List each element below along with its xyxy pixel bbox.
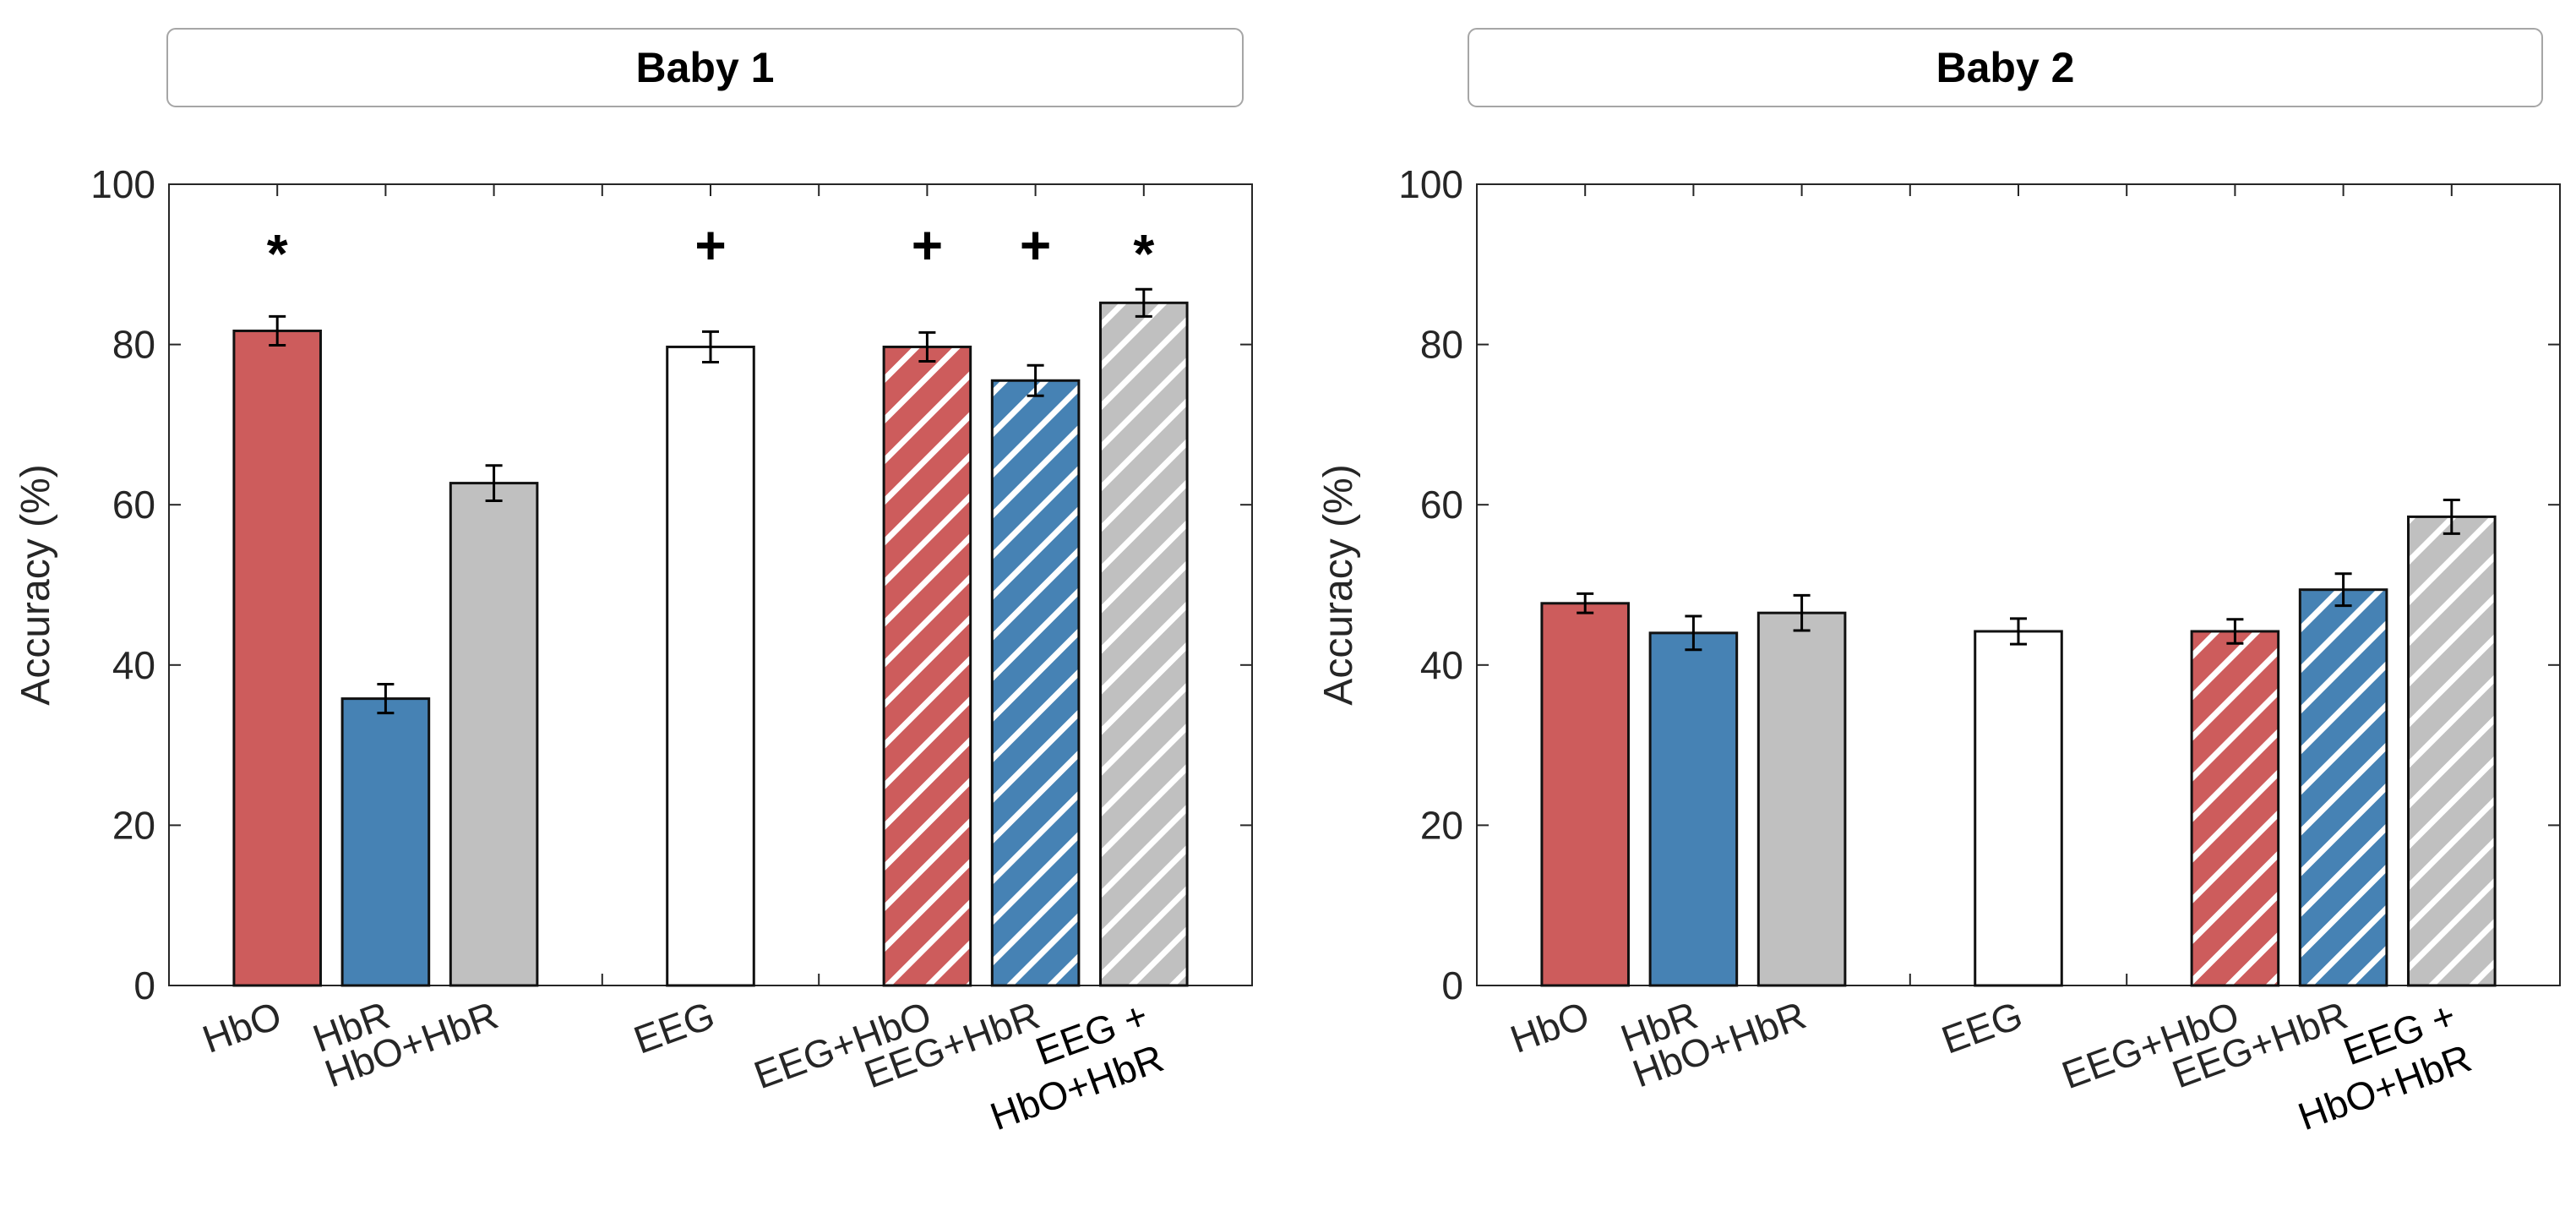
bar-hbr xyxy=(1648,631,1739,987)
y-axis-label: Accuracy (%) xyxy=(1316,464,1361,705)
x-tick-label-line: EEG xyxy=(628,993,720,1062)
x-tick-label-line: HbO xyxy=(197,993,287,1062)
bar-eeg_hbr xyxy=(990,379,1081,987)
significance-marker: + xyxy=(694,215,726,276)
y-tick-label: 60 xyxy=(1420,483,1463,527)
bar-eeg_hbo_hbr xyxy=(1099,301,1189,987)
x-tick-label-eeg: EEG xyxy=(628,993,720,1062)
x-tick-label-hbo: HbO xyxy=(197,993,287,1062)
significance-marker: + xyxy=(1020,215,1051,276)
bar-hbo xyxy=(232,329,322,987)
x-tick-label-hbo: HbO xyxy=(1505,993,1595,1062)
y-tick-label: 20 xyxy=(1420,803,1463,847)
bar-hbo xyxy=(1540,602,1630,987)
y-tick-label: 40 xyxy=(1420,643,1463,687)
y-tick-label: 80 xyxy=(112,323,155,367)
x-tick-label-line: HbO xyxy=(1505,993,1595,1062)
y-tick-label: 60 xyxy=(112,483,155,527)
y-tick-label: 100 xyxy=(90,162,155,206)
bar-eeg_hbo xyxy=(882,345,972,987)
x-tick-label-line: EEG xyxy=(1936,993,2028,1062)
x-tick-label-eeg: EEG xyxy=(1936,993,2028,1062)
significance-marker: + xyxy=(912,215,943,276)
y-tick-label: 40 xyxy=(112,643,155,687)
panel-title-box xyxy=(166,28,1244,107)
bar-eeg_hbr xyxy=(2298,588,2388,987)
y-tick-label: 100 xyxy=(1398,162,1463,206)
panel-title-box xyxy=(1468,28,2543,107)
bar-hbo_hbr xyxy=(449,482,539,987)
bar-eeg_hbo_hbr xyxy=(2407,515,2497,987)
bar-eeg_hbo xyxy=(2190,630,2280,987)
bar-hbr xyxy=(340,697,431,987)
significance-marker: * xyxy=(1133,223,1154,284)
y-tick-label: 0 xyxy=(1441,964,1463,1007)
significance-marker: * xyxy=(267,223,288,284)
y-tick-label: 0 xyxy=(133,964,155,1007)
y-tick-label: 20 xyxy=(112,803,155,847)
y-tick-label: 80 xyxy=(1420,323,1463,367)
y-axis-label: Accuracy (%) xyxy=(14,464,58,705)
bar-eeg xyxy=(1974,630,2063,987)
panel-title: Baby 1 xyxy=(636,44,775,91)
bar-eeg xyxy=(666,345,755,987)
bar-hbo_hbr xyxy=(1756,611,1847,987)
panel-title: Baby 2 xyxy=(1936,44,2075,91)
